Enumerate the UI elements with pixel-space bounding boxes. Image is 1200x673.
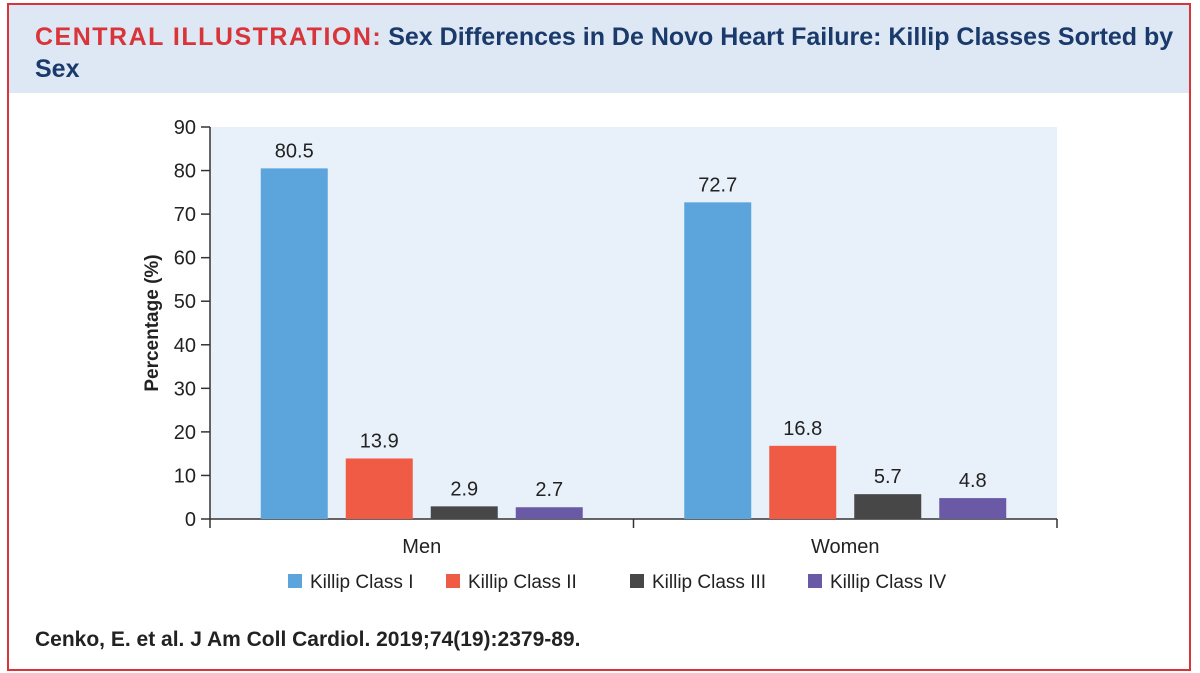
bar [769, 445, 837, 519]
citation: Cenko, E. et al. J Am Coll Cardiol. 2019… [35, 628, 581, 651]
legend-label: Killip Class III [652, 572, 766, 593]
bar-value-label: 13.9 [360, 430, 399, 452]
bar-value-label: 80.5 [275, 140, 314, 162]
bar [260, 168, 328, 519]
x-category-label: Women [811, 536, 880, 558]
x-category-label: Men [402, 536, 441, 558]
legend-label: Killip Class I [310, 572, 413, 593]
bar-value-label: 72.7 [698, 174, 737, 196]
y-tick-label: 0 [185, 509, 196, 531]
y-tick-label: 20 [174, 422, 196, 444]
legend-swatch [630, 574, 644, 588]
bar [430, 506, 498, 519]
central-illustration-label: CENTRAL ILLUSTRATION: [35, 23, 383, 51]
bar-value-label: 16.8 [783, 418, 822, 440]
bar [684, 202, 752, 519]
legend-swatch [808, 574, 822, 588]
plot-area [210, 127, 1057, 519]
header-banner [9, 5, 1189, 93]
y-tick-label: 80 [174, 161, 196, 183]
legend-swatch [288, 574, 302, 588]
y-tick-label: 40 [174, 335, 196, 357]
bar-value-label: 2.9 [450, 478, 478, 500]
bar-value-label: 4.8 [959, 470, 987, 492]
y-tick-label: 10 [174, 465, 196, 487]
legend-swatch [446, 574, 460, 588]
bar-value-label: 5.7 [874, 466, 902, 488]
bar-value-label: 2.7 [535, 479, 563, 501]
figure-title: CENTRAL ILLUSTRATION: Sex Differences in … [35, 21, 1175, 85]
legend-label: Killip Class II [468, 572, 577, 593]
y-tick-label: 50 [174, 291, 196, 313]
bar [515, 507, 583, 519]
bar [854, 494, 922, 519]
bar [939, 498, 1007, 519]
title-text: Sex Differences in De Novo Heart Failure… [35, 23, 1174, 83]
legend-label: Killip Class IV [830, 572, 946, 593]
y-axis-label: Percentage (%) [142, 254, 163, 391]
y-tick-label: 60 [174, 248, 196, 270]
y-tick-label: 30 [174, 378, 196, 400]
y-tick-label: 90 [174, 117, 196, 139]
bar [345, 458, 413, 519]
y-tick-label: 70 [174, 204, 196, 226]
